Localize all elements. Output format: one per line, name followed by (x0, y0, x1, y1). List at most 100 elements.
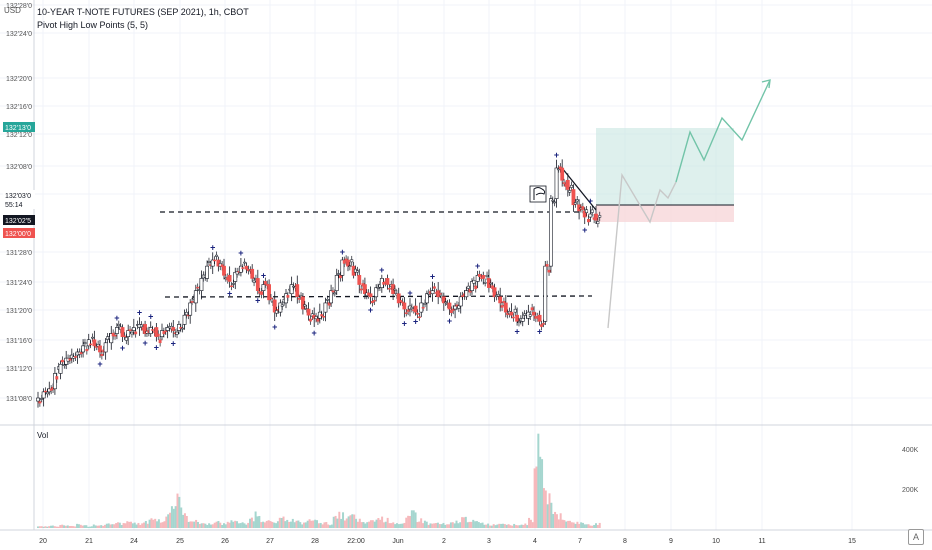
symbol-title[interactable]: 10-YEAR T-NOTE FUTURES (SEP 2021), 1h, C… (37, 7, 249, 17)
volume-bar (310, 520, 313, 528)
candle-body (570, 184, 574, 188)
profit-zone[interactable] (596, 128, 734, 205)
candle-body (158, 339, 162, 344)
candle-body (272, 299, 277, 313)
volume-bar (301, 524, 304, 528)
pivot-high-marker: + (475, 261, 480, 271)
candle-body (171, 327, 176, 331)
candle-body (432, 286, 436, 289)
candle-body (243, 261, 247, 264)
volume-bar (472, 519, 475, 528)
volume-bar (144, 521, 147, 528)
volume-bar (275, 523, 278, 528)
candle-body (346, 259, 350, 267)
candle-body (74, 356, 78, 358)
time-tick: 2 (442, 538, 446, 545)
candle-body (230, 285, 233, 287)
volume-bar (213, 522, 216, 528)
flag-icon[interactable] (529, 185, 547, 203)
volume-bar (479, 523, 482, 528)
candle-body (182, 314, 187, 325)
candle-body (585, 209, 589, 213)
candle-body (587, 218, 590, 223)
volume-bar (593, 524, 596, 528)
volume-bar (395, 523, 398, 528)
candle-body (235, 271, 239, 275)
candle-body (278, 302, 283, 313)
indicator-label[interactable]: Pivot High Low Points (5, 5) (37, 20, 149, 30)
volume-bar (234, 520, 237, 528)
volume-bar (89, 526, 92, 528)
candle-body (596, 221, 600, 224)
volume-bar (42, 526, 45, 528)
long-position-tool[interactable] (596, 79, 771, 329)
volume-bar (68, 526, 71, 528)
support-line[interactable] (164, 295, 593, 298)
pivot-low-marker: + (255, 295, 260, 305)
candle-body (207, 261, 211, 263)
pivot-low-marker: + (154, 343, 159, 353)
volume-bar (316, 520, 318, 528)
volume-bar (554, 511, 557, 528)
loss-zone[interactable] (596, 205, 734, 222)
volume-bar (180, 507, 183, 528)
volume-bar (293, 522, 296, 528)
candle-body (320, 314, 324, 317)
auto-scale-button[interactable]: A (908, 529, 924, 545)
volume-bar (379, 519, 382, 528)
candle-body (227, 275, 232, 282)
volume-bar (561, 519, 564, 528)
volume-bar (502, 523, 504, 528)
pivot-markers: + + + + + + + + + + + + + + + + + + + + + + + + + + + + + (97, 150, 593, 369)
pivot-high-marker: + (261, 271, 266, 281)
volume-bar (451, 522, 454, 528)
candle-body (334, 275, 339, 291)
candle-body (376, 287, 380, 289)
volume-bar (440, 524, 443, 528)
pivot-high-marker: + (148, 311, 153, 321)
price-label: 132'03'0 (5, 193, 31, 200)
candle-body (496, 294, 500, 297)
candle-body (532, 311, 536, 316)
volume-bar (267, 520, 270, 528)
candle-body (502, 301, 506, 303)
price-label-bg (3, 228, 35, 238)
candle-body (560, 167, 565, 181)
volume-bar (436, 522, 439, 528)
volume-bar (386, 517, 389, 528)
candle-body (571, 189, 576, 206)
candle-body (244, 265, 249, 270)
volume-bar (280, 517, 283, 528)
candle-body (464, 290, 469, 298)
volume-label[interactable]: Vol (37, 431, 49, 440)
volume-bar (115, 523, 118, 528)
volume-bar (304, 522, 307, 528)
price-label: 132'13'0 (5, 125, 31, 132)
volume-bar (291, 518, 294, 528)
volume-bar (572, 522, 575, 528)
candle-body (549, 198, 553, 267)
volume-bar (552, 514, 555, 528)
volume-bar (446, 524, 449, 528)
volume-bar (74, 526, 77, 528)
candle-body (44, 390, 47, 393)
pivot-high-marker: + (137, 307, 142, 317)
volume-bar (102, 525, 105, 528)
candle-body (537, 314, 542, 322)
volume-bar (116, 522, 119, 528)
projection-arrow-head (761, 79, 771, 89)
volume-bar (170, 506, 173, 528)
volume-bar (215, 521, 218, 528)
candle-body (553, 201, 557, 204)
volume-bar (583, 524, 586, 528)
volume-bar (219, 522, 222, 528)
candle-body (588, 213, 593, 218)
candle-body (363, 284, 367, 295)
volume-bar (72, 526, 75, 528)
volume-bar (226, 521, 229, 528)
candle-body (205, 265, 209, 279)
candle-body (594, 213, 598, 221)
volume-bar (394, 524, 397, 528)
volume-bar (94, 525, 97, 528)
